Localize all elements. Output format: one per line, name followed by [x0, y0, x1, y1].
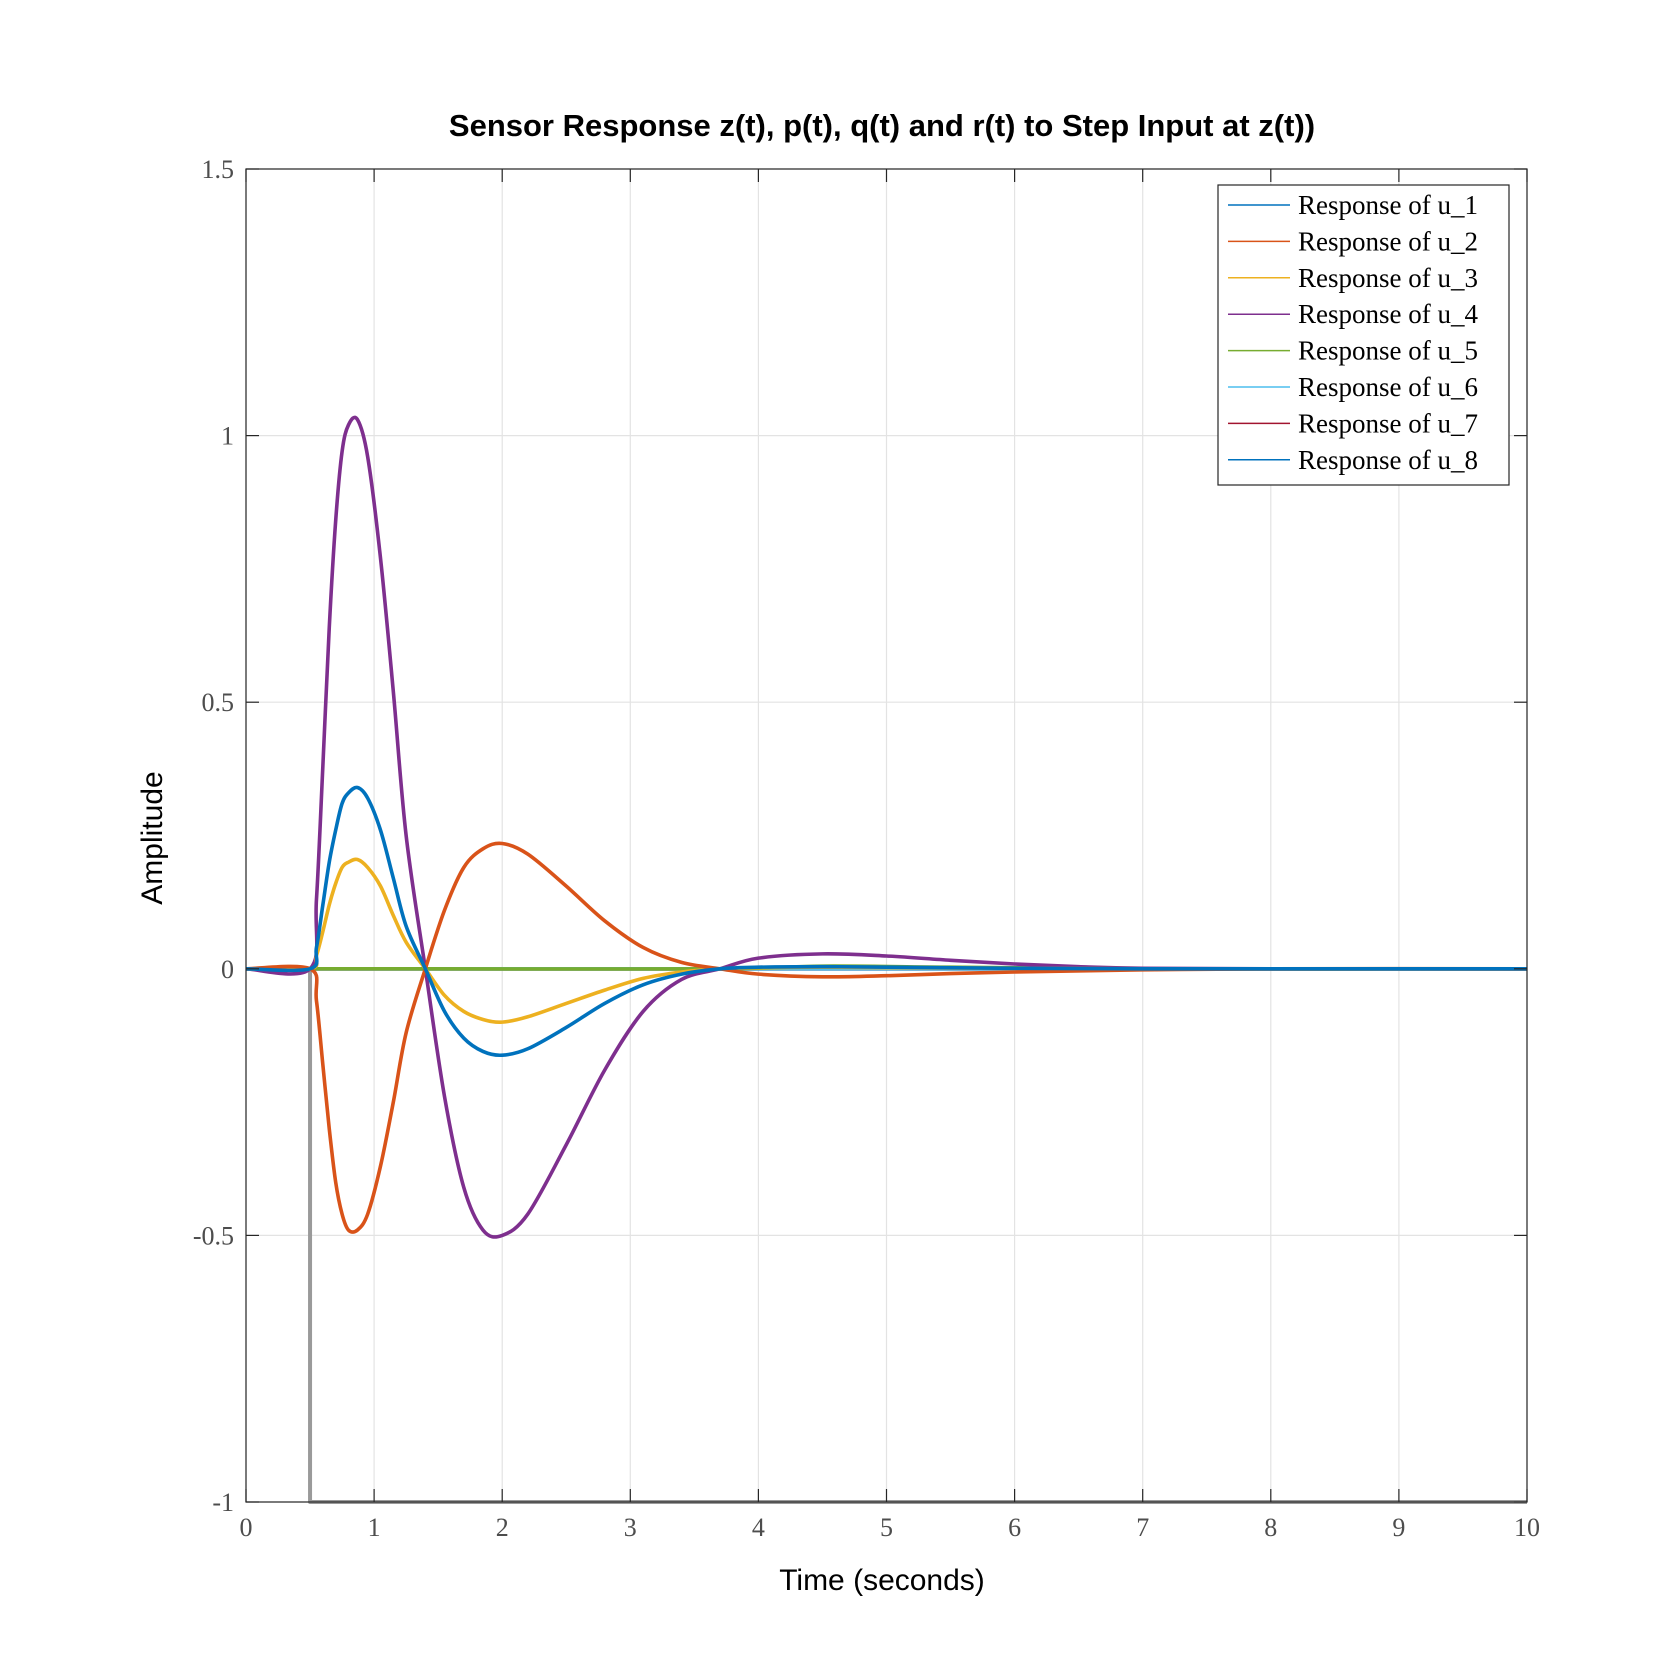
legend-entry: Response of u_2 [1298, 226, 1478, 256]
x-tick-label: 5 [880, 1513, 893, 1542]
legend-entry: Response of u_8 [1298, 445, 1478, 475]
legend-entry: Response of u_1 [1298, 190, 1478, 220]
x-tick-label: 6 [1008, 1513, 1021, 1542]
legend: Response of u_1 Response of u_2 Response o… [1217, 184, 1510, 486]
x-tick-label: 8 [1264, 1513, 1277, 1542]
tick-labels: 0 1 2 3 4 5 6 7 8 9 10 -1 -0.5 0 0.5 1 1.5 [193, 155, 1540, 1542]
y-tick-label: -1 [212, 1488, 234, 1517]
x-tick-label: 7 [1136, 1513, 1149, 1542]
legend-entry: Response of u_7 [1298, 408, 1478, 438]
legend-entry: Response of u_4 [1298, 299, 1478, 329]
legend-box [1217, 184, 1510, 486]
x-tick-label: 2 [496, 1513, 509, 1542]
x-tick-label: 4 [752, 1513, 765, 1542]
legend-entry: Response of u_3 [1298, 263, 1478, 293]
x-tick-label: 0 [240, 1513, 253, 1542]
y-tick-label: 1.5 [202, 155, 235, 184]
y-tick-label: 0.5 [202, 688, 235, 717]
x-axis-label: Time (seconds) [779, 1564, 985, 1597]
chart-title: Sensor Response z(t), p(t), q(t) and r(t… [449, 108, 1315, 143]
series-line-1 [246, 785, 1527, 1058]
series-layer [246, 415, 1527, 1504]
legend-entry: Response of u_5 [1298, 336, 1478, 366]
y-tick-label: 1 [221, 422, 234, 451]
x-tick-label: 10 [1514, 1513, 1540, 1542]
x-tick-label: 3 [624, 1513, 637, 1542]
ticks [245, 168, 1528, 1503]
y-axis-label: Amplitude [136, 771, 169, 904]
series-line-4 [246, 415, 1527, 1239]
x-tick-label: 1 [368, 1513, 381, 1542]
y-tick-label: -0.5 [193, 1221, 234, 1250]
y-tick-label: 0 [221, 955, 234, 984]
x-tick-label: 9 [1392, 1513, 1405, 1542]
legend-entry: Response of u_6 [1298, 372, 1478, 402]
series-line-2 [246, 841, 1527, 1234]
